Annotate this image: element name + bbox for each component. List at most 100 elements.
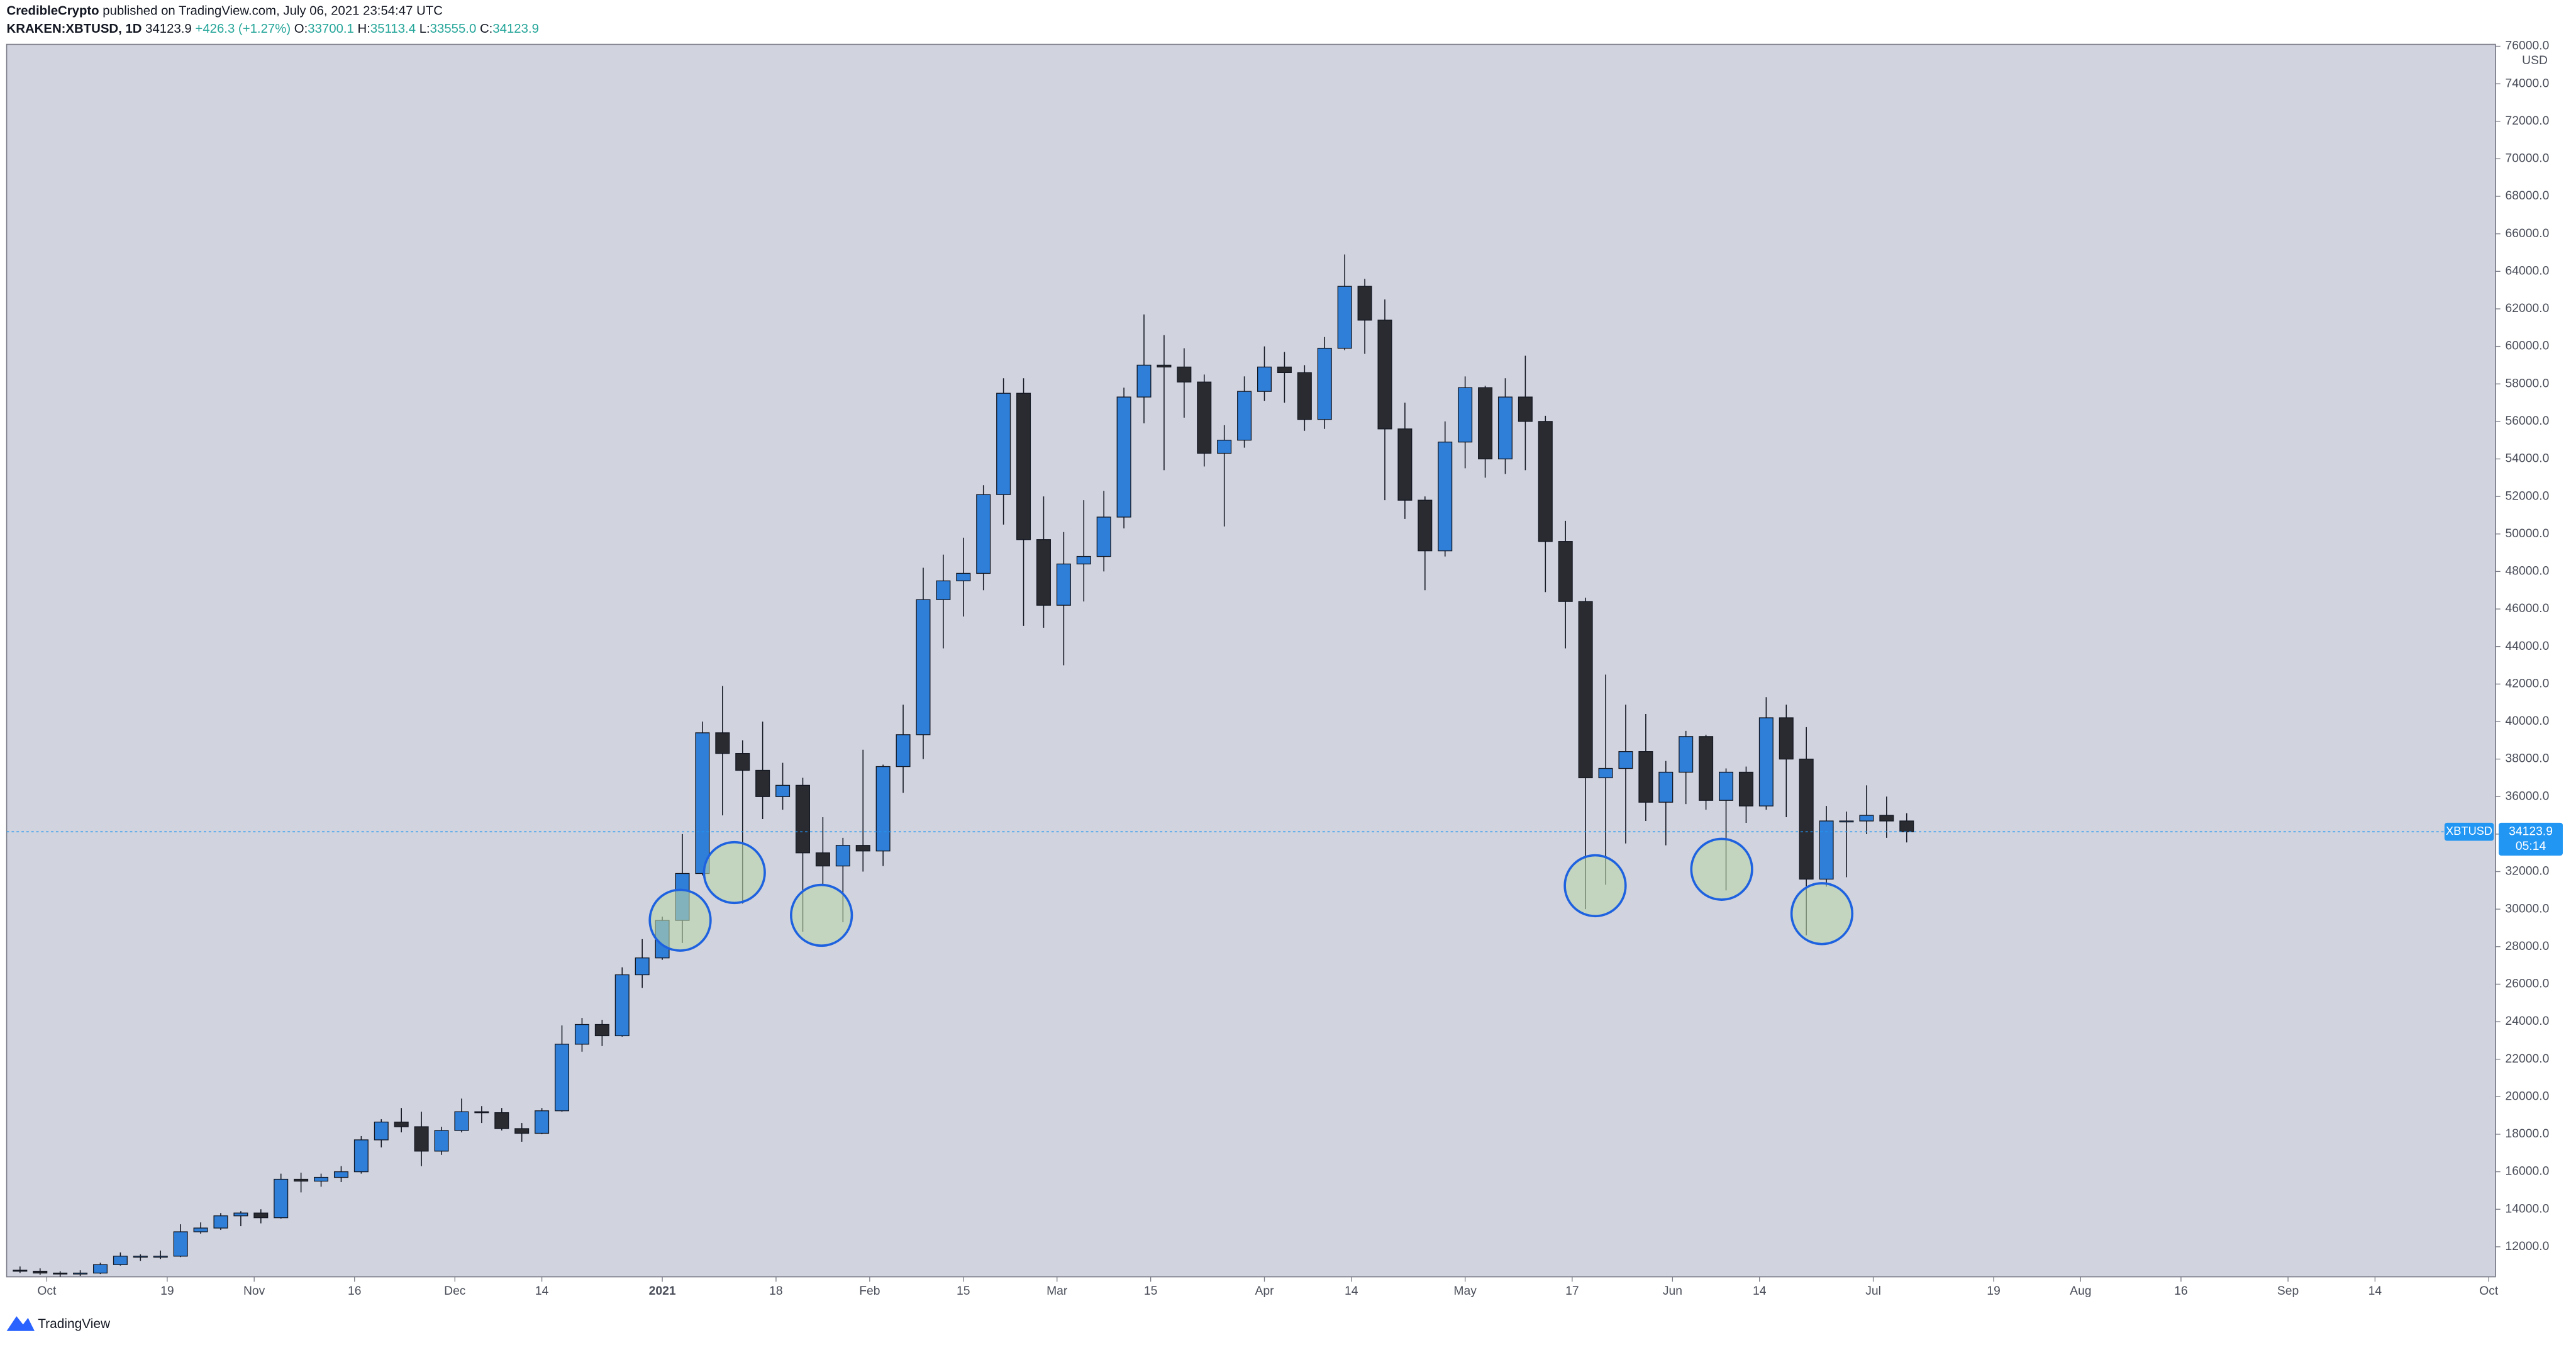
x-tick-label: 15 [957, 1285, 970, 1298]
x-tick-label: 15 [1144, 1285, 1157, 1298]
candle-body [1438, 442, 1453, 552]
candle-body [1899, 820, 1914, 832]
candle-body [1237, 391, 1252, 441]
ohlc-label: C: [480, 22, 492, 36]
candle-body [514, 1128, 530, 1134]
candle-body [193, 1227, 208, 1232]
candle-body [896, 734, 911, 767]
candle-body [1277, 366, 1292, 374]
candle-body [1859, 815, 1874, 822]
y-tick-label: 40000.0 [2506, 715, 2550, 728]
candle-body [956, 572, 971, 581]
candle-body [1819, 820, 1834, 880]
candle-body [1758, 717, 1774, 806]
y-tick-label: 56000.0 [2506, 415, 2550, 428]
ohlc-value: 33700.1 [308, 22, 354, 36]
y-tick-label: 54000.0 [2506, 452, 2550, 466]
x-tick-label: Aug [2070, 1285, 2091, 1298]
candle-body [875, 766, 891, 852]
y-tick-label: 16000.0 [2506, 1165, 2550, 1178]
plot-area [6, 43, 2496, 1278]
y-tick-label: 36000.0 [2506, 790, 2550, 803]
symbol-badge-text: XBTUSD [2446, 824, 2492, 837]
x-tick-label: 14 [2368, 1285, 2382, 1298]
header-line-1: CredibleCrypto published on TradingView.… [7, 4, 443, 18]
x-tick-label: 17 [1565, 1285, 1579, 1298]
x-tick-label: Feb [859, 1285, 880, 1298]
candle-body [855, 845, 870, 852]
x-tick-label: Sep [2277, 1285, 2299, 1298]
candle-body [815, 852, 830, 867]
candle-body [1076, 555, 1091, 565]
candle-body [434, 1130, 449, 1152]
y-tick-label: 12000.0 [2506, 1240, 2550, 1253]
ohlc-label: O: [294, 22, 308, 36]
x-tick-label: May [1453, 1285, 1477, 1298]
y-tick-label: 60000.0 [2506, 340, 2550, 353]
candle-body [635, 957, 650, 976]
candle-body [1779, 717, 1794, 760]
x-tick-label: Nov [243, 1285, 265, 1298]
candle-body [1197, 381, 1212, 454]
candle-body [1217, 440, 1232, 454]
candle-body [53, 1272, 68, 1275]
candle-body [1136, 364, 1152, 398]
candle-body [1478, 387, 1493, 460]
y-tick-label: 50000.0 [2506, 527, 2550, 540]
candle-body [1016, 393, 1031, 540]
y-tick-label: 66000.0 [2506, 227, 2550, 240]
header-line-2: KRAKEN:XBTUSD, 1D 34123.9 +426.3 (+1.27%… [7, 22, 539, 36]
candle-body [414, 1126, 429, 1152]
candle-body [1679, 736, 1694, 773]
candle-body [835, 845, 850, 867]
candle-body [1157, 364, 1172, 368]
y-tick-label: 32000.0 [2506, 865, 2550, 878]
candle-body [474, 1111, 489, 1113]
circle-annotation [1790, 882, 1854, 946]
x-tick-label: 16 [2174, 1285, 2187, 1298]
candle-body [916, 599, 931, 735]
candle-body [1377, 320, 1392, 430]
candle-body [1799, 758, 1814, 880]
candle-body [1497, 396, 1513, 460]
candle-body [1036, 539, 1051, 606]
candle-body [1357, 286, 1372, 321]
y-tick-label: 20000.0 [2506, 1090, 2550, 1103]
candle-body [1699, 736, 1714, 801]
symbol-badge [2444, 822, 2494, 841]
ohlc-label: L: [419, 22, 430, 36]
candle-body [33, 1270, 48, 1274]
y-tick-label: 76000.0 [2506, 40, 2550, 53]
x-tick-label: Oct [2479, 1285, 2499, 1298]
y-tick-label: 52000.0 [2506, 489, 2550, 503]
x-tick-label: Mar [1046, 1285, 1068, 1298]
y-tick-label: 58000.0 [2506, 377, 2550, 390]
candle-body [133, 1256, 148, 1258]
x-tick-label: 19 [160, 1285, 174, 1298]
candle-body [1297, 372, 1312, 420]
candle-body [1558, 541, 1573, 602]
candle-body [374, 1121, 389, 1141]
annotations [648, 837, 1854, 952]
circle-annotation [1690, 837, 1753, 901]
candle-body [333, 1171, 348, 1178]
candle-body [1598, 767, 1613, 779]
circle-annotation [790, 883, 853, 947]
y-tick-label: 48000.0 [2506, 565, 2550, 578]
candle-body [314, 1176, 329, 1182]
circle-annotation [1563, 854, 1627, 918]
x-tick-label: Oct [37, 1285, 57, 1298]
y-tick-label: 62000.0 [2506, 302, 2550, 315]
footer-logo: TradingView [6, 1316, 111, 1331]
y-tick-label: 28000.0 [2506, 940, 2550, 953]
y-tick-label: 42000.0 [2506, 677, 2550, 690]
candle-body [1116, 396, 1131, 518]
candle-body [594, 1024, 609, 1037]
candle-body [353, 1139, 369, 1173]
candle-body [1337, 286, 1352, 349]
candle-body [153, 1256, 168, 1258]
candle-body [996, 393, 1011, 495]
price-badge-value: 34123.9 [2509, 825, 2553, 838]
circle-annotation [648, 888, 712, 952]
